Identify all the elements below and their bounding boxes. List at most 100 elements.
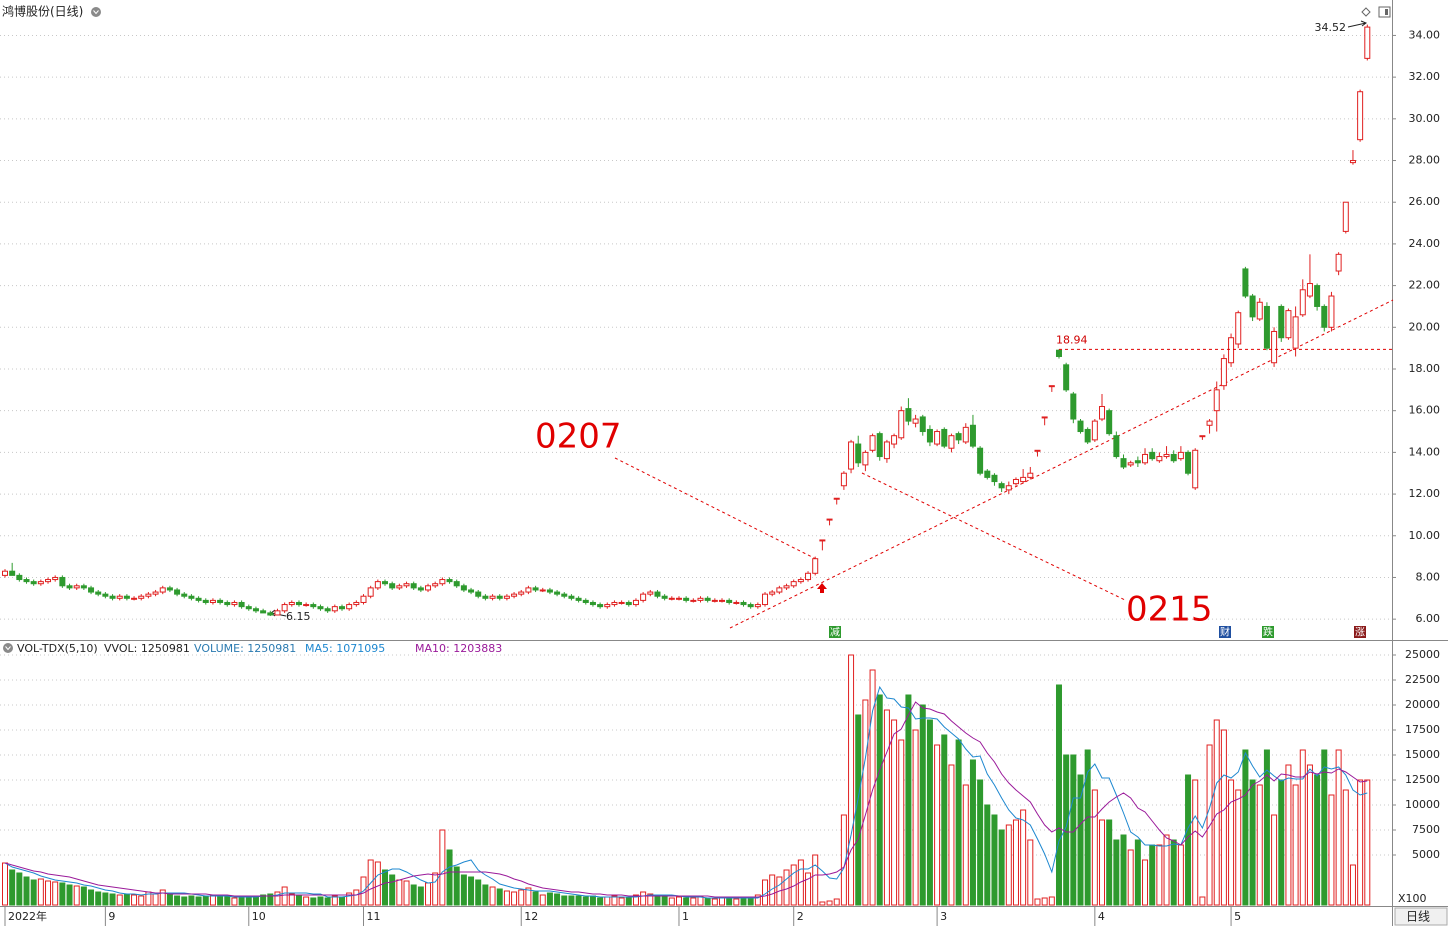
- candle-body: [166, 587, 173, 591]
- candle-body: [1041, 416, 1048, 419]
- period-label[interactable]: 日线: [1406, 910, 1430, 924]
- volume-bar: [919, 704, 926, 906]
- candle-body: [1306, 283, 1313, 297]
- volume-bar: [733, 898, 740, 906]
- menu-icon[interactable]: [3, 643, 13, 653]
- period-button[interactable]: [1394, 907, 1448, 926]
- candle-body: [632, 599, 639, 606]
- y-tick-label: 8.00: [1416, 570, 1441, 583]
- panel-icon[interactable]: [1378, 6, 1391, 18]
- volume-bar: [589, 895, 596, 906]
- volume-bar: [783, 869, 790, 906]
- volume-bar: [1357, 779, 1364, 906]
- x-tick-label: 5: [1234, 910, 1241, 923]
- volume-bar: [675, 896, 682, 906]
- candle-body: [303, 604, 310, 607]
- candle-body: [1299, 289, 1306, 316]
- candle-body: [1213, 389, 1220, 412]
- candle-body: [88, 587, 95, 593]
- candle-body: [1113, 435, 1120, 458]
- volume-bar: [439, 829, 446, 906]
- candle-body: [1271, 330, 1278, 364]
- volume-bar: [1142, 859, 1149, 906]
- candle-body: [747, 604, 754, 608]
- candle-body: [1357, 91, 1364, 141]
- diamond-icon[interactable]: [1361, 7, 1371, 17]
- volume-bar: [532, 891, 539, 906]
- event-badge: [1354, 626, 1366, 638]
- candle-body: [439, 579, 446, 585]
- volume-bar: [303, 896, 310, 906]
- candle-body: [331, 606, 338, 612]
- candle-body: [1020, 476, 1027, 483]
- volume-bar: [1034, 898, 1041, 906]
- volume-bar: [661, 896, 668, 906]
- volume-bar: [166, 892, 173, 906]
- x-tick-label: 4: [1098, 910, 1105, 923]
- candle-body: [762, 593, 769, 606]
- candle-body: [697, 597, 704, 601]
- candle-body: [719, 599, 725, 602]
- volume-bar: [174, 895, 181, 906]
- volume-bar: [826, 900, 833, 906]
- candle-body: [475, 591, 482, 597]
- candle-body: [625, 601, 632, 606]
- candle-body: [252, 608, 259, 612]
- candle-body: [704, 597, 711, 601]
- candle-body: [962, 426, 969, 443]
- candle-body: [934, 431, 941, 445]
- vvol-label: VVOL: 1250981: [104, 642, 190, 655]
- candle-body: [353, 601, 360, 606]
- legend-label: MA5: 1071095: [305, 642, 385, 655]
- menu-icon[interactable]: [91, 7, 101, 17]
- y-tick-label: 14.00: [1409, 445, 1441, 458]
- candle-body: [869, 435, 876, 451]
- candle-body: [1256, 301, 1263, 320]
- volume-bar: [740, 897, 747, 906]
- candle-body: [977, 447, 984, 474]
- candle-body: [238, 601, 245, 608]
- candle-body: [1364, 26, 1371, 59]
- candle-body: [898, 410, 905, 439]
- note-pointer: [861, 472, 1126, 601]
- candle-body: [1349, 160, 1356, 164]
- candle-body: [1012, 478, 1019, 485]
- candle-body: [1134, 460, 1141, 464]
- volume-bar: [23, 876, 30, 906]
- volume-bar: [482, 884, 489, 906]
- resistance-label: 18.94: [1056, 333, 1088, 346]
- y-tick-label: 17500: [1405, 723, 1440, 736]
- volume-bar: [941, 734, 948, 906]
- candle-body: [826, 518, 833, 521]
- volume-bar: [1106, 819, 1113, 906]
- candle-body: [45, 579, 52, 583]
- y-tick-label: 24.00: [1409, 237, 1441, 250]
- y-tick-label: 25000: [1405, 648, 1440, 661]
- candle-body: [1055, 349, 1062, 357]
- candle-body: [546, 589, 553, 593]
- volume-bar: [260, 894, 267, 906]
- ma-line: [4, 685, 1368, 899]
- ma-line: [4, 701, 1368, 898]
- candle-body: [1091, 420, 1098, 441]
- candle-body: [16, 574, 23, 581]
- candle-body: [1142, 453, 1149, 464]
- volume-bar: [1199, 896, 1206, 906]
- candle-body: [754, 604, 761, 608]
- volume-bar: [1242, 749, 1249, 906]
- y-tick-label: 12500: [1405, 773, 1440, 786]
- volume-bar: [102, 892, 109, 906]
- candle-body: [288, 601, 295, 606]
- volume-bar: [597, 897, 604, 906]
- candle-body: [1156, 456, 1163, 462]
- candle-body: [1228, 337, 1235, 364]
- candle-body: [984, 470, 991, 478]
- volume-bar: [1314, 774, 1321, 906]
- candle-body: [346, 604, 353, 610]
- volume-bar: [991, 814, 998, 906]
- volume-bar: [109, 893, 116, 906]
- candle-body: [661, 595, 668, 599]
- candle-body: [1206, 420, 1213, 426]
- legend-label: MA10: 1203883: [415, 642, 502, 655]
- y-tick-label: 10000: [1405, 798, 1440, 811]
